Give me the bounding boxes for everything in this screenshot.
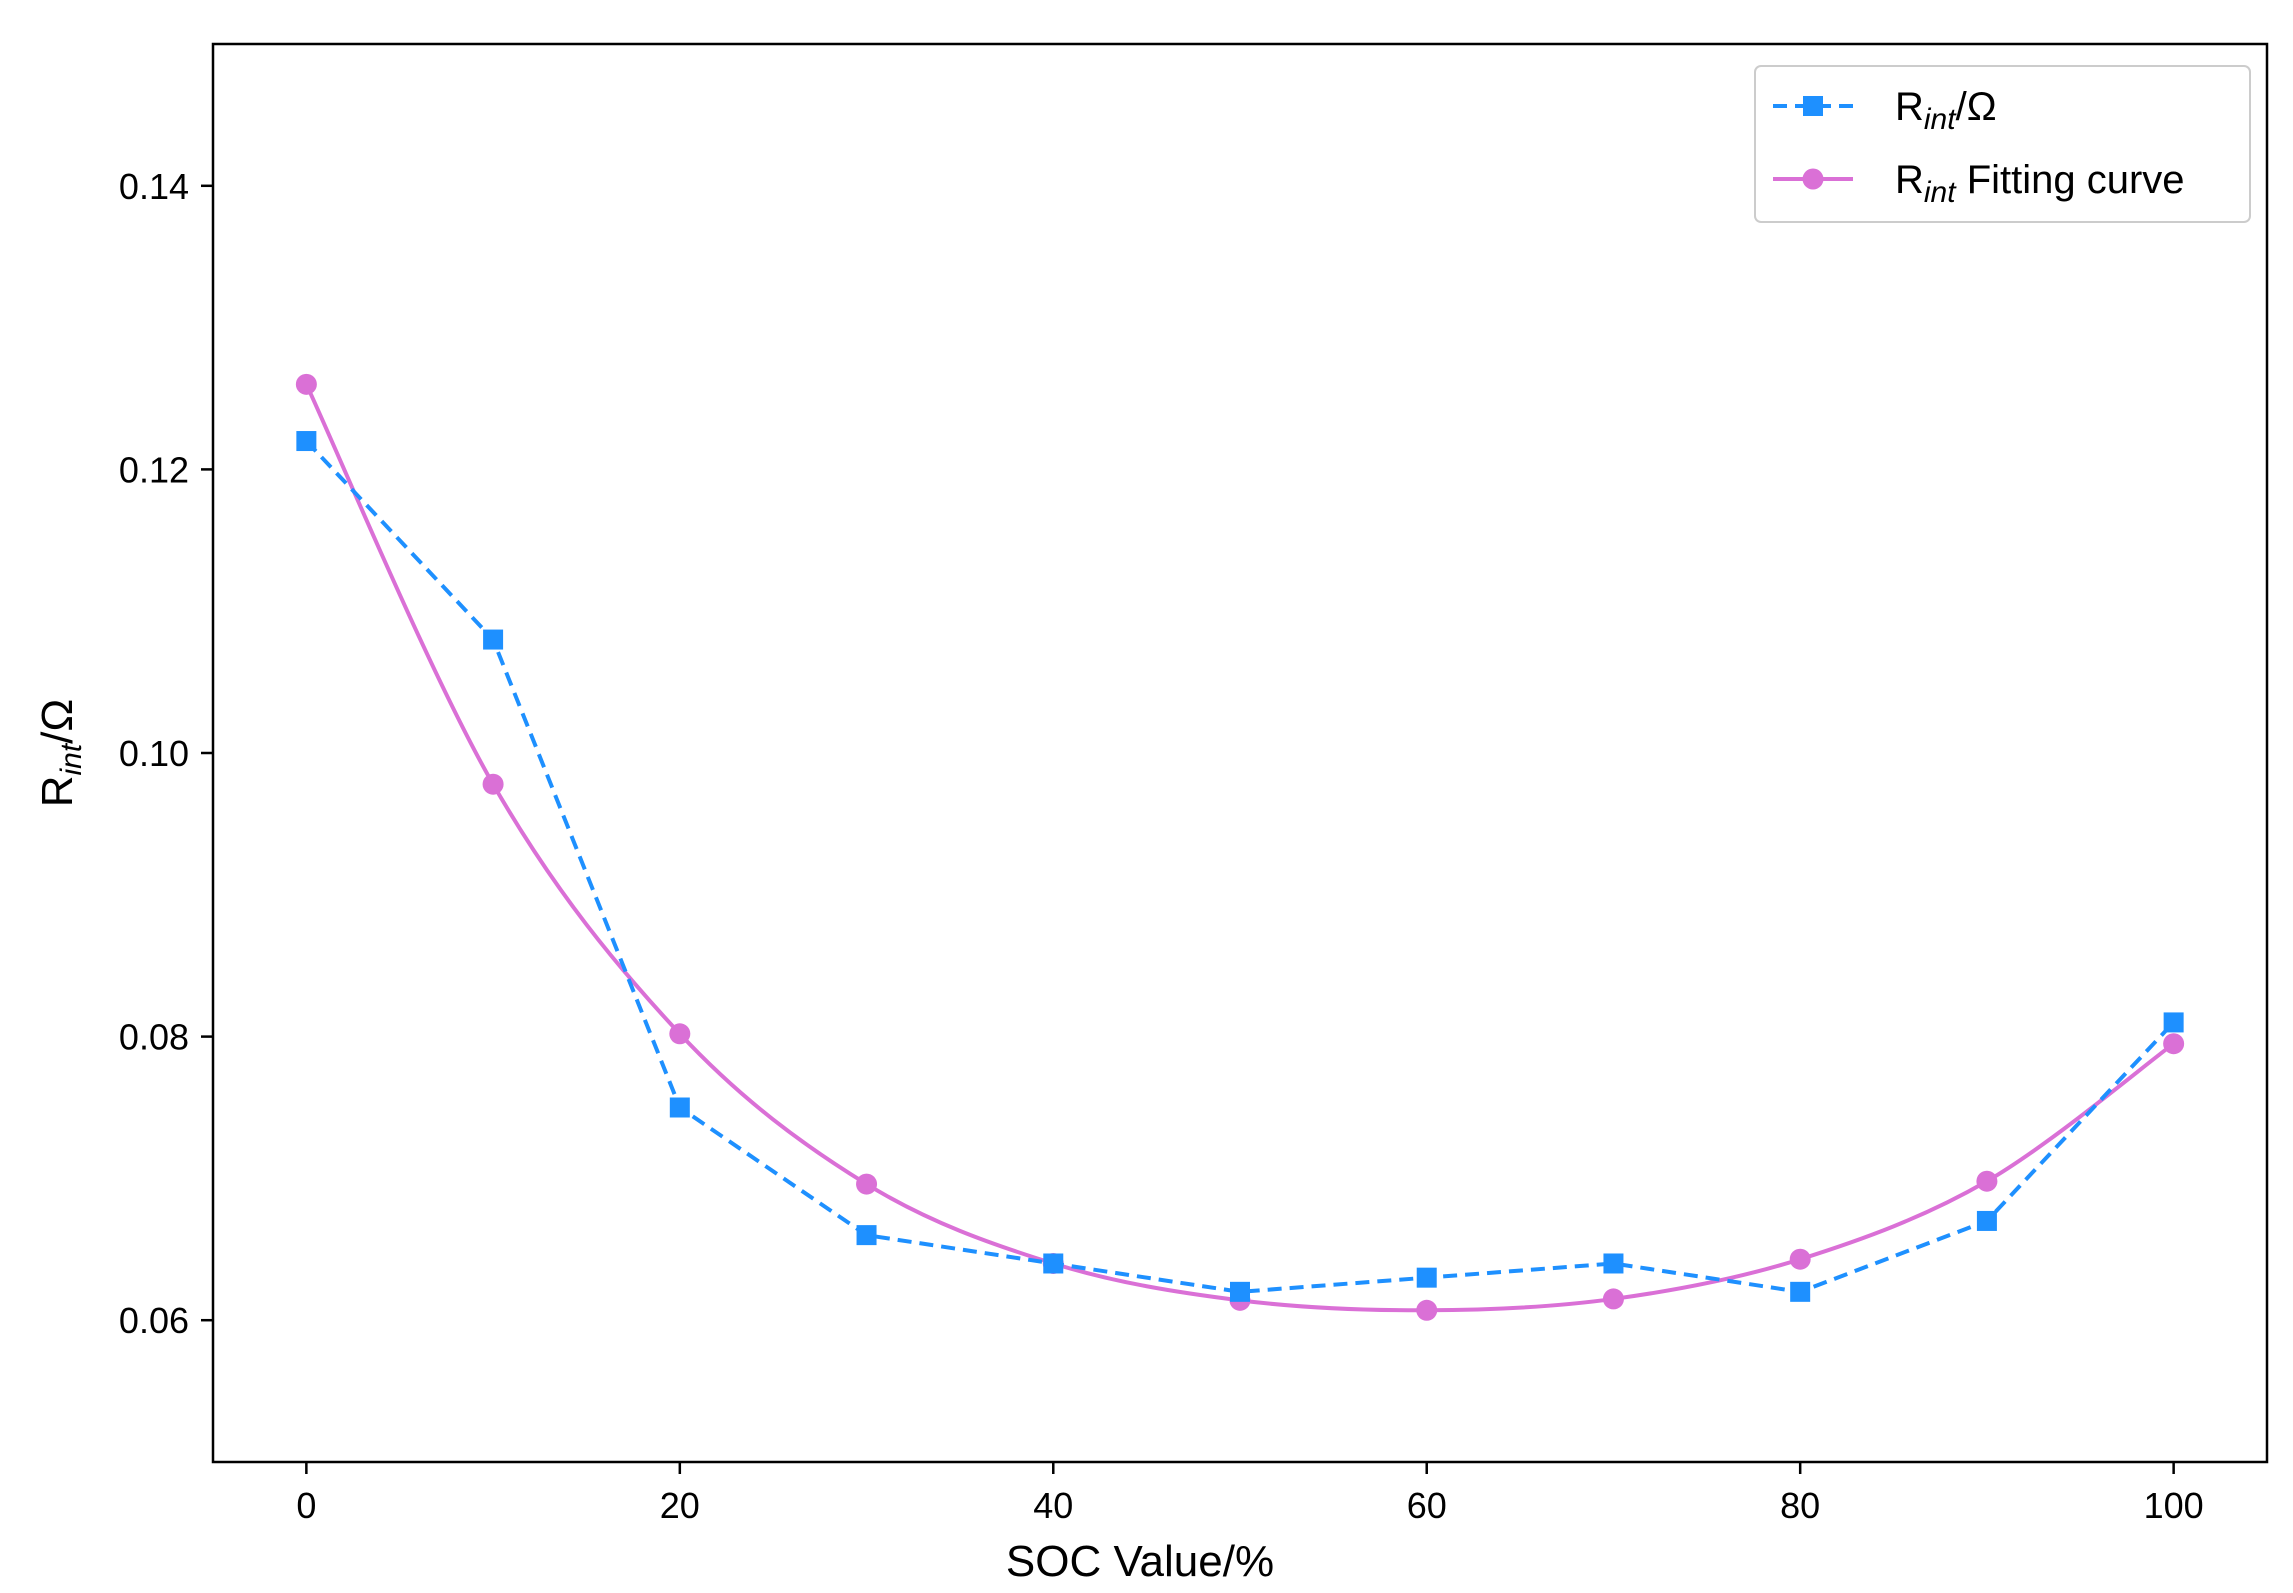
point-measured-100 (2163, 1012, 2184, 1033)
series-layer (295, 373, 2185, 1321)
point-measured-10 (483, 629, 504, 650)
legend-box (1754, 65, 2251, 223)
point-fitting-60 (1416, 1299, 1438, 1321)
legend-label-1: Rint Fitting curve (1895, 158, 2185, 209)
point-fitting-30 (856, 1173, 878, 1195)
point-measured-80 (1790, 1281, 1811, 1302)
point-measured-0 (296, 431, 317, 452)
series-line-measured (304, 439, 2176, 1294)
x-tick-label-20: 20 (660, 1485, 700, 1526)
x-tick-label-60: 60 (1407, 1485, 1447, 1526)
x-tick-label-80: 80 (1780, 1485, 1820, 1526)
legend-entry-1: Rint Fitting curve (1773, 158, 2185, 209)
legend-entry-0: Rint/Ω (1773, 85, 1997, 136)
y-tick-label-3: 0.12 (119, 449, 189, 490)
legend: Rint/Ω Rint Fitting curve (1754, 65, 2251, 223)
x-tick-label-100: 100 (2144, 1485, 2204, 1526)
point-fitting-90 (1976, 1170, 1998, 1192)
point-measured-40 (1043, 1253, 1064, 1274)
point-measured-30 (856, 1225, 877, 1246)
series-0 (296, 431, 2184, 1302)
point-measured-60 (1416, 1267, 1437, 1288)
point-fitting-100 (2163, 1033, 2185, 1055)
point-fitting-20 (669, 1023, 691, 1045)
axes-layer: 0 20 40 60 80 100 0.06 0.08 0.10 0.12 0.14 SOC Valu… (33, 42, 2269, 1586)
y-tick-label-2: 0.10 (119, 733, 189, 774)
point-measured-50 (1230, 1281, 1250, 1302)
legend-marker-square (1803, 96, 1823, 116)
x-tick-label-0: 0 (296, 1485, 316, 1526)
legend-label-0: Rint/Ω (1895, 85, 1997, 136)
y-axis-title: Rint/Ω (33, 699, 88, 808)
point-measured-70 (1603, 1253, 1624, 1274)
y-axis-title-group: Rint/Ω (33, 699, 88, 808)
x-tick-label-40: 40 (1033, 1485, 1073, 1526)
y-tick-label-0: 0.06 (119, 1300, 189, 1341)
y-tick-label-4: 0.14 (119, 166, 189, 207)
legend-marker-circle (1802, 168, 1824, 190)
point-measured-20 (669, 1097, 690, 1118)
point-fitting-10 (482, 773, 504, 795)
point-measured-90 (1976, 1210, 1997, 1231)
series-line-fitting (304, 383, 2175, 1313)
point-fitting-80 (1789, 1248, 1811, 1270)
point-fitting-0 (295, 373, 317, 395)
point-fitting-70 (1602, 1288, 1624, 1310)
x-axis-title: SOC Value/% (1006, 1537, 1274, 1586)
y-tick-label-1: 0.08 (119, 1017, 189, 1058)
series-1 (295, 373, 2185, 1321)
